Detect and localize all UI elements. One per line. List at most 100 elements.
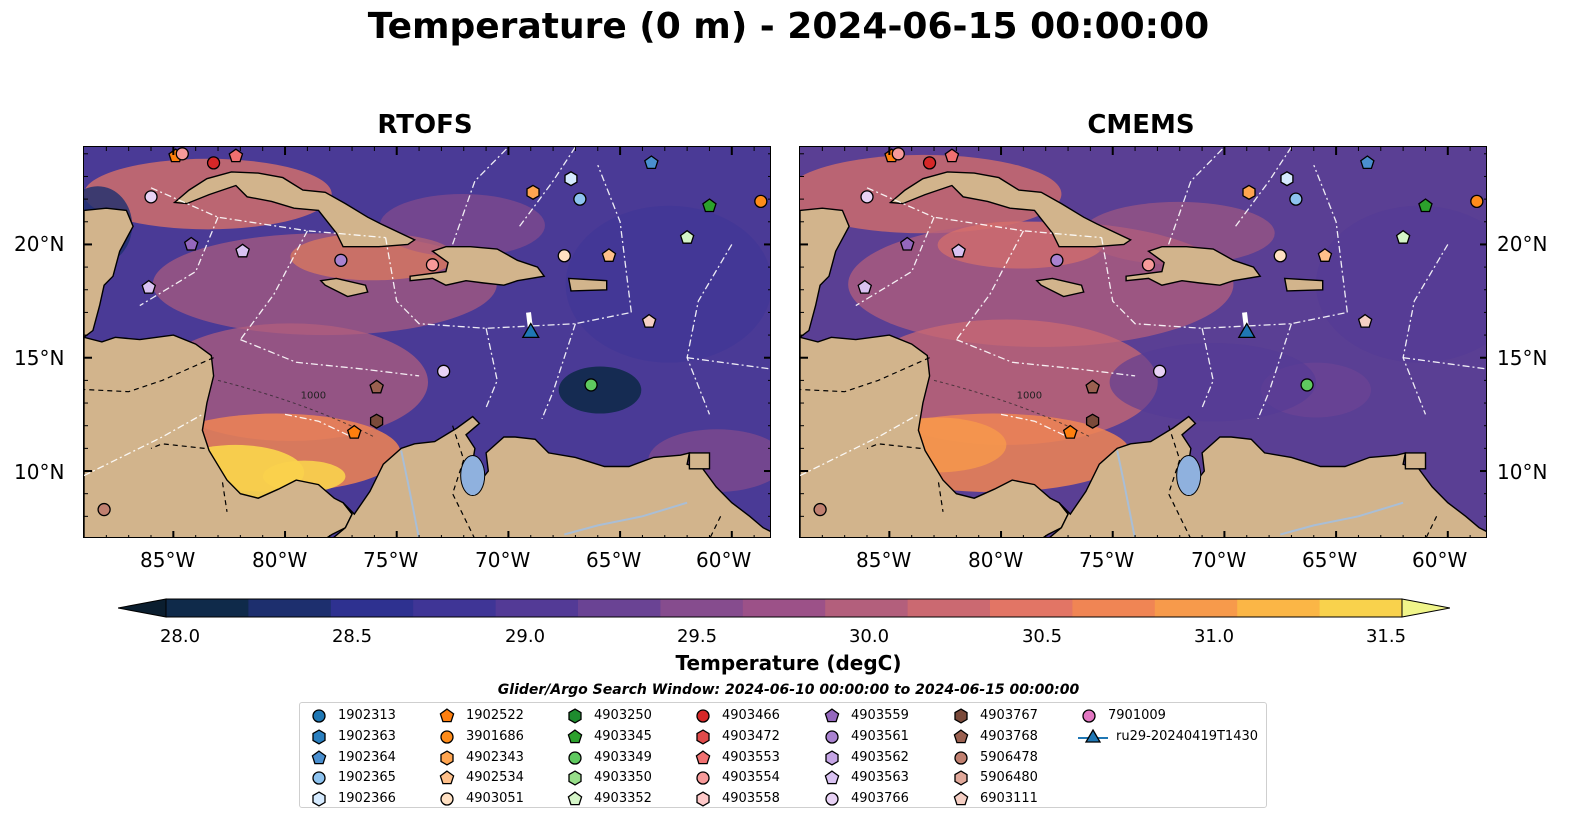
- marker-4902534[interactable]: [601, 248, 617, 262]
- legend-marker[interactable]: [1082, 709, 1096, 723]
- map-panel-cmems[interactable]: 1000: [799, 146, 1487, 538]
- legend-marker[interactable]: [696, 791, 710, 807]
- legend-marker[interactable]: [567, 791, 583, 806]
- marker-4903563[interactable]: [951, 243, 966, 258]
- legend-marker[interactable]: [954, 750, 968, 765]
- legend-marker[interactable]: [311, 749, 327, 764]
- colorbar-segment: [495, 599, 579, 617]
- marker-4903345[interactable]: [1418, 198, 1433, 213]
- marker-4903563b[interactable]: [857, 279, 873, 294]
- legend-marker[interactable]: [825, 792, 839, 806]
- land-hispaniola: [1125, 245, 1262, 286]
- marker-4903349[interactable]: [584, 378, 598, 392]
- legend-marker[interactable]: [1084, 728, 1102, 743]
- marker-4902534[interactable]: [1317, 248, 1333, 262]
- marker-4903766[interactable]: [860, 190, 874, 204]
- marker-4903554[interactable]: [891, 147, 905, 161]
- legend-marker[interactable]: [568, 750, 582, 765]
- marker-4903563[interactable]: [235, 243, 250, 258]
- legend-marker[interactable]: [695, 749, 711, 764]
- legend-marker[interactable]: [312, 709, 326, 723]
- legend-marker[interactable]: [567, 729, 583, 744]
- legend-marker[interactable]: [825, 730, 839, 744]
- marker-4903768[interactable]: [1085, 379, 1100, 394]
- marker-5906478[interactable]: [813, 502, 827, 517]
- legend-marker[interactable]: [953, 791, 969, 806]
- marker-4902343[interactable]: [526, 184, 540, 200]
- legend-item: 4903562: [821, 748, 909, 768]
- marker-4903352[interactable]: [679, 229, 695, 244]
- marker-ru29-20240419t1430[interactable]: [1237, 322, 1256, 339]
- marker-4903553[interactable]: [228, 148, 244, 163]
- legend-marker[interactable]: [312, 791, 326, 807]
- temperature-patch: [565, 205, 770, 363]
- legend-item: 4903349: [564, 748, 652, 768]
- marker-6903111[interactable]: [641, 313, 657, 328]
- river: [400, 450, 420, 537]
- marker-ru29-20240419t1430[interactable]: [521, 322, 540, 339]
- legend-marker-icon: [1082, 709, 1096, 723]
- legend-marker[interactable]: [696, 771, 710, 786]
- marker-1902366[interactable]: [564, 171, 578, 187]
- eez-boundary: [284, 413, 353, 438]
- marker-4903561[interactable]: [334, 253, 348, 267]
- marker-1902522b[interactable]: [1062, 424, 1078, 439]
- marker-4903349[interactable]: [1300, 378, 1314, 392]
- marker-4903766b[interactable]: [1152, 364, 1167, 378]
- marker-4903563b[interactable]: [141, 279, 157, 294]
- legend-marker[interactable]: [312, 771, 326, 786]
- legend-marker[interactable]: [696, 729, 710, 745]
- legend-marker[interactable]: [954, 770, 968, 787]
- marker-4903767[interactable]: [1085, 413, 1100, 429]
- colorbar-segment: [742, 599, 826, 617]
- marker-4903559[interactable]: [899, 236, 915, 251]
- marker-4903766[interactable]: [144, 190, 158, 204]
- legend-marker[interactable]: [825, 749, 839, 766]
- marker-4903561[interactable]: [1050, 253, 1064, 267]
- eez-boundary: [240, 338, 420, 377]
- marker-4903554b[interactable]: [1141, 258, 1156, 272]
- legend-marker[interactable]: [953, 729, 969, 744]
- legend-marker[interactable]: [954, 708, 968, 724]
- marker-1902365[interactable]: [1289, 192, 1303, 206]
- marker-4903345[interactable]: [702, 198, 717, 213]
- legend-marker[interactable]: [440, 792, 454, 806]
- marker-1902366[interactable]: [1280, 171, 1294, 187]
- legend-marker[interactable]: [440, 730, 454, 744]
- marker-6903111[interactable]: [1357, 313, 1373, 328]
- marker-4902343[interactable]: [1242, 184, 1256, 200]
- legend-marker[interactable]: [824, 708, 840, 723]
- marker-4903554b[interactable]: [425, 258, 440, 272]
- eez-boundary: [541, 323, 577, 420]
- marker-1902522b[interactable]: [346, 424, 362, 439]
- marker-1902364[interactable]: [644, 155, 659, 170]
- marker-3901686[interactable]: [1470, 194, 1484, 209]
- marker-4903768[interactable]: [369, 379, 384, 394]
- marker-1902365[interactable]: [573, 192, 587, 206]
- marker-4903352[interactable]: [1395, 229, 1411, 244]
- marker-3901686[interactable]: [754, 194, 768, 209]
- marker-4903051[interactable]: [1273, 249, 1287, 263]
- marker-4903559[interactable]: [183, 236, 199, 251]
- marker-4903553[interactable]: [944, 148, 960, 163]
- legend-marker[interactable]: [696, 709, 710, 723]
- legend-marker[interactable]: [568, 770, 582, 787]
- lon-tick-85w-left: 85°W: [140, 548, 196, 572]
- legend-marker[interactable]: [439, 708, 455, 723]
- legend-marker[interactable]: [824, 770, 840, 785]
- marker-4903766b[interactable]: [436, 364, 451, 378]
- map-panel-rtofs[interactable]: 1000: [83, 146, 771, 538]
- marker-4903767[interactable]: [369, 413, 384, 429]
- marker-4903466[interactable]: [206, 156, 221, 170]
- legend-item: 4903352: [564, 789, 652, 809]
- legend-marker[interactable]: [439, 770, 455, 785]
- legend-marker[interactable]: [312, 729, 326, 745]
- marker-4903466[interactable]: [922, 156, 937, 170]
- land-southAmerica: [333, 415, 770, 537]
- marker-1902364[interactable]: [1360, 155, 1375, 170]
- legend-marker[interactable]: [440, 749, 454, 766]
- marker-5906478[interactable]: [97, 502, 111, 517]
- marker-4903051[interactable]: [557, 249, 571, 263]
- legend-marker[interactable]: [568, 708, 582, 724]
- marker-4903554[interactable]: [175, 147, 189, 161]
